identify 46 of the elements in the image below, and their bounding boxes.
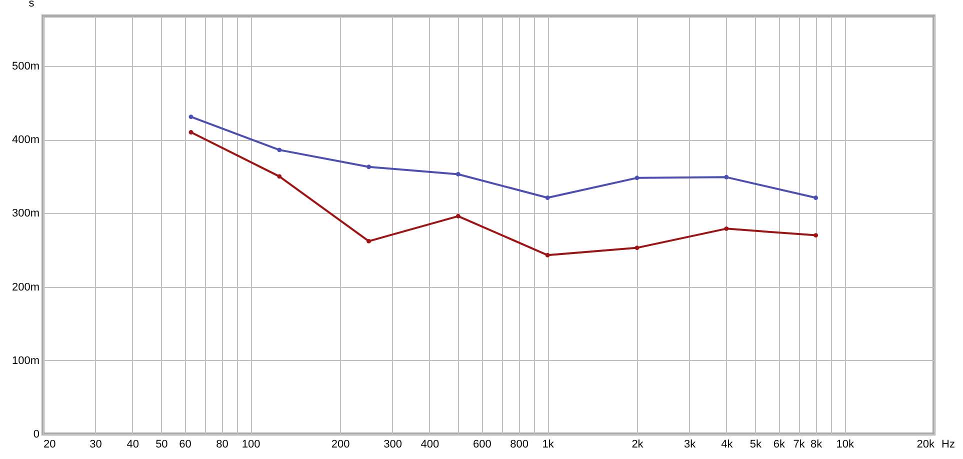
x-tick-label: 5k — [750, 438, 762, 450]
point — [188, 130, 194, 135]
point — [724, 226, 729, 231]
x-tick-label: 40 — [126, 438, 140, 450]
x-tick-label: 4k — [721, 438, 734, 450]
point — [456, 172, 460, 176]
point — [188, 114, 194, 120]
x-tick-label: 8k — [810, 438, 823, 450]
x-tick-label: 800 — [510, 438, 528, 450]
y-tick-label: 100m — [12, 354, 40, 367]
x-tick-label: 300 — [384, 438, 402, 450]
point — [277, 174, 282, 179]
point — [724, 174, 729, 180]
x-tick-label: 1k — [542, 438, 554, 450]
y-tick-label: 300m — [12, 208, 40, 220]
x-tick-label: 600 — [473, 438, 492, 450]
x-tick-label: 2k — [632, 438, 644, 450]
x-tick-label: 10k — [836, 438, 854, 450]
x-tick-label: 400 — [420, 438, 440, 450]
x-tick-label: 30 — [90, 438, 102, 450]
y-axis-title: s — [28, 0, 35, 10]
y-tick-label: 0 — [33, 428, 40, 440]
point — [814, 196, 818, 200]
point — [456, 214, 460, 218]
x-tick-label: 20k — [916, 438, 935, 450]
x-tick-label: 3k — [684, 438, 696, 450]
point — [277, 148, 282, 152]
point — [634, 246, 640, 250]
x-axis-title: Hz — [942, 438, 955, 450]
x-tick-label: 7k — [793, 438, 806, 450]
x-tick-label: 200 — [331, 438, 350, 450]
x-tick-label: 6k — [773, 438, 786, 450]
point — [634, 176, 640, 180]
x-tick-label: 80 — [216, 438, 228, 450]
y-tick-label: 500m — [12, 60, 40, 73]
point — [366, 238, 372, 244]
x-tick-label: 100 — [242, 438, 260, 450]
y-tick-label: 200m — [12, 281, 40, 294]
point — [366, 164, 372, 170]
point — [814, 233, 818, 238]
point — [545, 252, 550, 258]
point — [545, 196, 550, 200]
x-tick-label: 20 — [44, 438, 56, 450]
x-tick-label: 50 — [156, 438, 168, 450]
x-tick-label: 60 — [179, 438, 192, 450]
y-tick-label: 400m — [12, 134, 40, 146]
